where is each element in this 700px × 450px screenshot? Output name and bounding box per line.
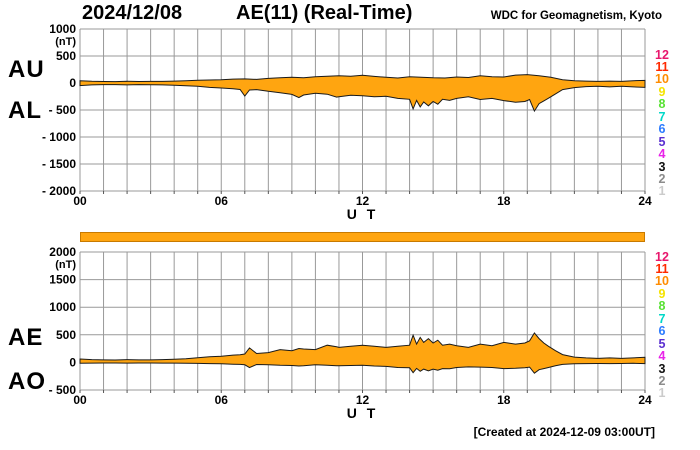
au-al-waveform: [79, 74, 646, 113]
y-tick-label: 0: [69, 76, 76, 90]
y-tick-label: 500: [56, 328, 76, 342]
x-tick-label: 00: [73, 194, 87, 208]
x-tick-label: 18: [497, 393, 511, 407]
ae-axis-label: AE: [8, 324, 44, 351]
legend-number: 8: [658, 97, 666, 112]
legend-number: 5: [658, 134, 666, 149]
legend-number: 2: [658, 172, 666, 187]
legend-number: 4: [658, 349, 666, 364]
x-tick-label: 24: [638, 194, 652, 208]
au-axis-label: AU: [8, 56, 45, 83]
x-tick-label: 12: [356, 194, 370, 208]
ae-ao-panel: 2000 1500 1000 500 0 - 500 (nT) 00 06 12 18 24 U T: [49, 245, 652, 421]
ao-axis-label: AO: [8, 368, 46, 395]
legend-number: 4: [658, 147, 666, 162]
y-tick-label: - 1500: [42, 157, 76, 171]
y-axis-unit: (nT): [55, 36, 76, 48]
legend-number: 10: [655, 274, 669, 289]
station-count-legend-bottom: 12 11 10 9 8 7 6 5 4 3 2 1: [651, 249, 673, 401]
x-tick-label: 18: [497, 194, 511, 208]
y-tick-label: 500: [56, 49, 76, 63]
y-tick-label: 1000: [49, 22, 76, 36]
plot-date: 2024/12/08: [82, 2, 183, 24]
legend-number: 11: [655, 59, 669, 74]
legend-number: 6: [658, 324, 666, 339]
legend-number: 9: [658, 286, 666, 301]
legend-number: 12: [655, 249, 669, 264]
au-al-panel: 1000 500 0 - 500 - 1000 - 1500 - 2000 (nT) 00 06 1…: [42, 22, 652, 222]
y-tick-label: - 2000: [42, 184, 76, 198]
y-tick-label: 1000: [49, 300, 76, 314]
legend-number: 11: [655, 261, 669, 276]
al-axis-label: AL: [8, 97, 42, 124]
x-tick-label: 00: [73, 393, 87, 407]
y-tick-label: - 500: [49, 103, 77, 117]
y-tick-label: 1500: [49, 273, 76, 287]
legend-number: 9: [658, 84, 666, 99]
x-tick-label: 06: [215, 393, 229, 407]
x-tick-label: 12: [356, 393, 370, 407]
x-tick-label: 06: [215, 194, 229, 208]
legend-number: 3: [658, 361, 666, 376]
created-timestamp: [Created at 2024-12-09 03:00UT]: [473, 425, 655, 439]
y-tick-label: 2000: [49, 245, 76, 259]
x-axis-label: U T: [347, 206, 379, 222]
y-axis-unit: (nT): [55, 259, 76, 271]
legend-number: 10: [655, 72, 669, 87]
ae-ao-waveform: [79, 332, 646, 374]
legend-number: 12: [655, 47, 669, 62]
y-tick-label: - 1000: [42, 130, 76, 144]
organization-label: WDC for Geomagnetism, Kyoto: [490, 10, 662, 22]
legend-number: 8: [658, 299, 666, 314]
legend-number: 2: [658, 374, 666, 389]
x-axis-label: U T: [347, 405, 379, 421]
legend-number: 1: [658, 386, 666, 401]
y-tick-label: 0: [69, 355, 76, 369]
data-coverage-bar: [80, 232, 645, 242]
legend-number: 6: [658, 122, 666, 137]
legend-number: 3: [658, 159, 666, 174]
station-count-legend-top: 12 11 10 9 8 7 6 5 4 3 2 1: [651, 47, 673, 199]
y-tick-label: - 500: [49, 383, 77, 397]
x-tick-label: 24: [638, 393, 652, 407]
page-title: AE(11) (Real-Time): [236, 2, 413, 24]
legend-number: 1: [658, 184, 666, 199]
legend-number: 5: [658, 336, 666, 351]
legend-number: 7: [658, 311, 666, 326]
legend-number: 7: [658, 109, 666, 124]
